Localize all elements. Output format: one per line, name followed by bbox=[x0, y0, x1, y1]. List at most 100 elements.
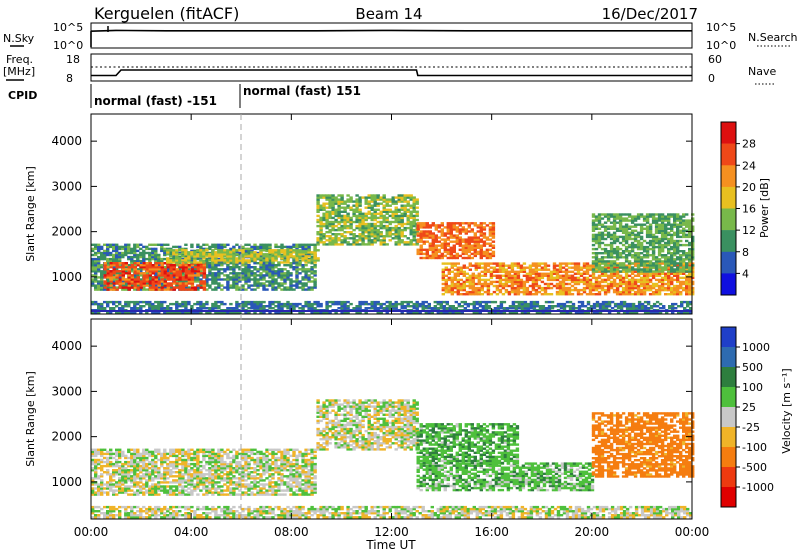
heatmap-cell bbox=[642, 274, 647, 277]
heatmap-cell bbox=[682, 262, 686, 265]
heatmap-cell bbox=[307, 247, 311, 251]
heatmap-cell bbox=[190, 311, 194, 314]
heatmap-cell bbox=[682, 260, 686, 263]
heatmap-cell bbox=[651, 221, 656, 224]
heatmap-cell bbox=[397, 241, 401, 244]
heatmap-cell bbox=[115, 255, 119, 259]
heatmap-cell bbox=[106, 257, 110, 261]
heatmap-cell bbox=[388, 198, 392, 201]
heatmap-cell bbox=[385, 224, 389, 228]
heatmap-cell bbox=[434, 236, 438, 239]
heatmap-cell bbox=[271, 255, 275, 259]
heatmap-cell bbox=[482, 240, 487, 243]
heatmap-cell bbox=[439, 311, 443, 314]
heatmap-cell bbox=[127, 272, 131, 275]
heatmap-cell bbox=[516, 293, 521, 296]
heatmap-cell bbox=[316, 241, 320, 244]
heatmap-cell bbox=[181, 270, 186, 273]
heatmap-cell bbox=[358, 210, 362, 213]
heatmap-cell bbox=[447, 272, 451, 275]
heatmap-cell bbox=[253, 311, 257, 314]
heatmap-cell bbox=[97, 286, 101, 289]
heatmap-cell bbox=[685, 268, 689, 271]
heatmap-cell bbox=[654, 278, 659, 282]
heatmap-cell bbox=[609, 250, 614, 253]
heatmap-cell bbox=[465, 293, 469, 296]
heatmap-cell bbox=[280, 282, 284, 285]
heatmap-cell bbox=[316, 214, 320, 218]
heatmap-cell bbox=[250, 245, 254, 249]
heatmap-cell bbox=[382, 208, 386, 211]
heatmap-cell bbox=[403, 241, 407, 244]
heatmap-cell bbox=[453, 286, 457, 290]
heatmap-cell bbox=[676, 293, 680, 296]
heatmap-cell bbox=[570, 266, 575, 269]
heatmap-cell bbox=[471, 286, 475, 290]
heatmap-cell bbox=[100, 278, 104, 281]
heatmap-cell bbox=[133, 274, 137, 277]
heatmap-cell bbox=[412, 224, 416, 228]
heatmap-cell bbox=[322, 243, 326, 246]
heatmap-cell bbox=[109, 270, 113, 273]
heatmap-cell bbox=[480, 288, 484, 292]
heatmap-cell bbox=[217, 272, 221, 275]
heatmap-cell bbox=[193, 286, 198, 289]
heatmap-cell bbox=[211, 276, 215, 279]
heatmap-cell bbox=[516, 266, 521, 269]
heatmap-cell bbox=[482, 236, 487, 239]
heatmap-cell bbox=[301, 243, 305, 246]
heatmap-cell bbox=[208, 278, 212, 281]
heatmap-cell bbox=[516, 286, 521, 290]
heatmap-cell bbox=[91, 302, 95, 306]
heatmap-cell bbox=[175, 282, 179, 285]
heatmap-cell bbox=[600, 233, 605, 237]
heatmap-cell bbox=[688, 229, 692, 232]
heatmap-cell bbox=[373, 302, 377, 306]
heatmap-cell bbox=[262, 311, 266, 314]
heatmap-cell bbox=[633, 260, 638, 263]
heatmap-cell bbox=[416, 252, 420, 256]
heatmap-cell bbox=[425, 236, 429, 239]
heatmap-cell bbox=[277, 307, 281, 310]
heatmap-cell bbox=[425, 232, 429, 235]
heatmap-cell bbox=[636, 247, 641, 251]
heatmap-cell bbox=[115, 262, 119, 265]
heatmap-cell bbox=[444, 282, 448, 286]
heatmap-cell bbox=[570, 280, 575, 284]
heatmap-cell bbox=[528, 272, 533, 275]
heatmap-cell bbox=[124, 251, 128, 255]
heatmap-cell bbox=[265, 284, 269, 287]
heatmap-cell bbox=[355, 200, 359, 203]
heatmap-cell bbox=[337, 300, 341, 304]
heatmap-cell bbox=[691, 276, 695, 280]
heatmap-cell bbox=[97, 280, 101, 283]
heatmap-cell bbox=[676, 229, 680, 232]
heatmap-cell bbox=[594, 241, 599, 245]
heatmap-cell bbox=[352, 210, 356, 213]
heatmap-cell bbox=[412, 220, 416, 224]
heatmap-cell bbox=[364, 226, 368, 230]
freq-tick-lo: 8 bbox=[66, 72, 73, 85]
heatmap-cell bbox=[103, 280, 107, 283]
heatmap-cell bbox=[633, 229, 638, 232]
heatmap-cell bbox=[534, 290, 539, 294]
heatmap-cell bbox=[208, 286, 212, 289]
heatmap-cell bbox=[301, 286, 305, 289]
heatmap-cell bbox=[615, 217, 620, 220]
heatmap-cell bbox=[352, 233, 356, 236]
heatmap-cell bbox=[163, 300, 167, 304]
heatmap-cell bbox=[621, 288, 626, 292]
heatmap-cell bbox=[316, 196, 320, 199]
heatmap-cell bbox=[169, 261, 173, 264]
heatmap-cell bbox=[151, 276, 155, 279]
heatmap-cell bbox=[447, 270, 451, 273]
heatmap-cell bbox=[313, 286, 317, 289]
heatmap-cell bbox=[594, 247, 599, 251]
heatmap-cell bbox=[618, 276, 623, 280]
heatmap-cell bbox=[642, 247, 647, 251]
heatmap-cell bbox=[226, 282, 230, 285]
heatmap-cell bbox=[546, 286, 551, 290]
heatmap-cell bbox=[600, 272, 605, 275]
heatmap-cell bbox=[94, 302, 98, 306]
heatmap-cell bbox=[274, 245, 278, 249]
